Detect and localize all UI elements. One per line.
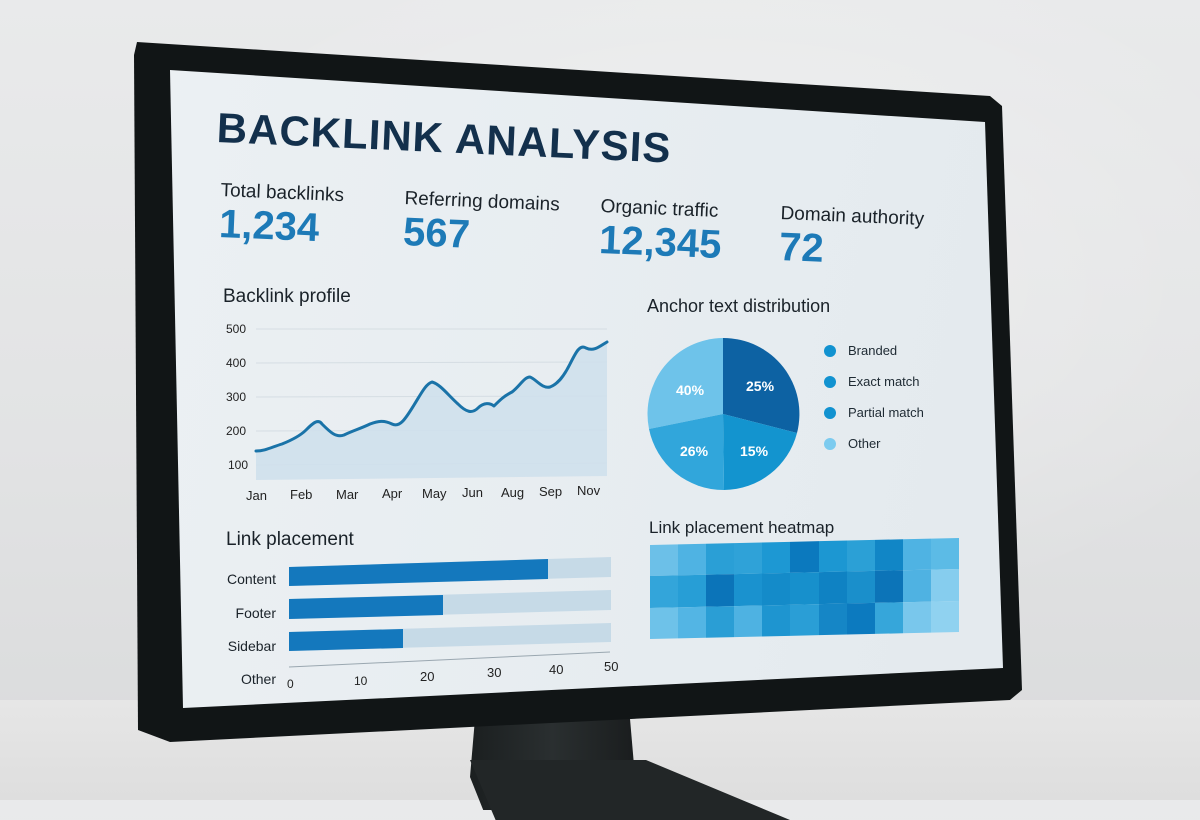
pie-label-partial: 26% (680, 443, 709, 459)
heatmap-cell (818, 603, 847, 636)
y-tick: 500 (226, 322, 247, 336)
x-tick: 30 (487, 665, 502, 680)
legend-label: Partial match (848, 405, 924, 420)
legend-item-other: Other (824, 436, 924, 451)
y-tick: 100 (228, 458, 249, 472)
anchor-text-title: Anchor text distribution (647, 296, 831, 316)
legend-label: Branded (848, 343, 898, 358)
heatmap-cell (930, 600, 959, 633)
x-tick: 40 (549, 662, 564, 677)
legend-item-branded: Branded (824, 343, 924, 358)
heatmap-cell (678, 575, 707, 608)
heatmap-cell (902, 601, 931, 634)
bar-label-other: Other (240, 671, 276, 687)
y-tick: 200 (226, 424, 247, 438)
kpi-value: 72 (778, 224, 825, 271)
heatmap-cell (874, 539, 903, 572)
y-tick: 400 (226, 356, 247, 370)
x-tick: Feb (290, 487, 313, 502)
legend-label: Other (848, 436, 881, 451)
pie-label-exact: 15% (740, 443, 769, 459)
heatmap-cell (818, 571, 847, 604)
heatmap-cell (846, 539, 875, 572)
heatmap-cell (734, 605, 763, 638)
x-tick: 50 (604, 659, 619, 674)
x-tick: May (422, 486, 447, 501)
heatmap-cell (790, 572, 819, 605)
y-tick: 300 (226, 390, 247, 404)
heatmap-cell (874, 601, 903, 634)
kpi-referring-domains: Referring domains 567 (402, 188, 560, 261)
legend-dot-icon (824, 375, 836, 388)
x-tick: Sep (539, 484, 563, 499)
x-tick: 10 (354, 674, 368, 688)
anchor-legend: Branded Exact match Partial match Other (824, 343, 924, 451)
link-placement-heatmap (650, 537, 959, 639)
x-tick: Mar (336, 487, 359, 502)
x-tick: 20 (420, 669, 435, 684)
heatmap-cell (902, 569, 931, 602)
heatmap-cell (650, 575, 679, 608)
link-placement-title: Link placement (226, 529, 354, 550)
heatmap-cell (706, 543, 735, 576)
legend-item-exact-match: Exact match (824, 374, 924, 389)
heatmap-cell (846, 602, 875, 635)
x-tick: Apr (382, 486, 403, 501)
kpi-value: 1,234 (218, 201, 321, 251)
heatmap-cell (930, 569, 959, 602)
bar-label-sidebar: Sidebar (227, 638, 276, 654)
kpi-organic-traffic: Organic traffic 12,345 (598, 196, 723, 268)
heatmap-cell (790, 603, 819, 636)
heatmap-cell (790, 541, 819, 574)
heatmap-cell (650, 607, 679, 639)
heatmap-cell (706, 605, 735, 638)
heatmap-cell (874, 570, 903, 603)
heatmap-cell (762, 573, 791, 606)
x-tick: Nov (577, 483, 601, 498)
x-tick: 0 (287, 677, 294, 691)
heatmap-cell (678, 606, 707, 639)
heatmap-cell (734, 573, 763, 606)
kpi-value: 567 (402, 209, 471, 257)
heatmap-cell (734, 542, 763, 575)
pie-label-branded: 25% (746, 378, 775, 394)
heatmap-cell (678, 543, 707, 576)
pie-label-other: 40% (676, 382, 705, 398)
heatmap-cell (762, 541, 791, 574)
x-tick: Jan (246, 488, 267, 503)
x-tick: Jun (462, 485, 483, 500)
bar-label-content: Content (226, 571, 276, 587)
legend-dot-icon (824, 344, 836, 357)
heatmap-title: Link placement heatmap (649, 518, 835, 537)
backlink-profile-title: Backlink profile (223, 286, 351, 307)
x-tick: Aug (501, 485, 525, 500)
legend-item-partial-match: Partial match (824, 405, 924, 420)
kpi-value: 12,345 (598, 217, 723, 268)
legend-label: Exact match (848, 374, 920, 389)
bar-label-footer: Footer (235, 605, 276, 621)
kpi-total-backlinks: Total backlinks 1,234 (218, 180, 344, 252)
heatmap-cell (650, 544, 679, 577)
kpi-domain-authority: Domain authority 72 (778, 203, 924, 276)
heatmap-cell (762, 604, 791, 637)
heatmap-cell (902, 538, 931, 571)
monitor: BACKLINK ANALYSIS Total backlinks 1,234 … (134, 42, 1022, 742)
heatmap-cell (846, 571, 875, 604)
legend-dot-icon (824, 437, 836, 450)
heatmap-cell (706, 574, 735, 607)
heatmap-cell (930, 537, 959, 570)
heatmap-cell (818, 540, 847, 573)
legend-dot-icon (824, 406, 836, 419)
